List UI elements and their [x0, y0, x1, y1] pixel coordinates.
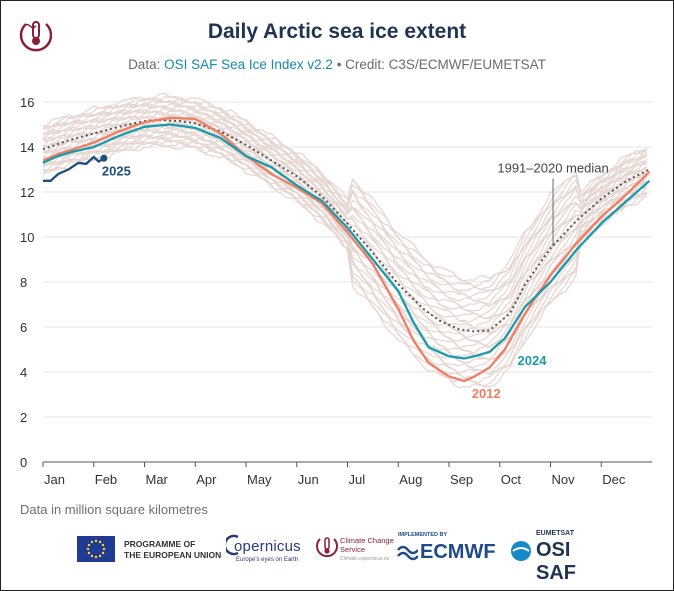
historical-year-line	[42, 108, 648, 317]
thermometer-logo-icon	[18, 16, 53, 54]
series-2012-line	[42, 116, 651, 383]
x-tick-label: Nov	[552, 472, 576, 487]
historical-year-line	[42, 105, 648, 308]
c3s-logo: Climate Change Service Climate.copernicu…	[316, 534, 394, 563]
ecmwf-implemented-by: IMPLEMENTED BY	[398, 532, 448, 538]
label-2024: 2024	[518, 353, 548, 368]
copernicus-name: opernicus	[234, 538, 301, 555]
historical-year-line	[42, 122, 648, 349]
copernicus-logo: opernicus Europe's eyes on Earth	[223, 534, 301, 563]
y-tick-label: 8	[20, 275, 27, 290]
data-source-link[interactable]: OSI SAF Sea Ice Index v2.2	[164, 57, 333, 72]
y-tick-label: 4	[20, 365, 27, 380]
historical-year-line	[42, 140, 647, 386]
historical-year-line	[42, 95, 648, 288]
x-tick-label: Jul	[349, 472, 366, 487]
subtitle-credit: • Credit: C3S/ECMWF/EUMETSAT	[332, 57, 546, 72]
historical-year-line	[42, 136, 648, 379]
historical-year-line	[42, 92, 648, 282]
label-2012: 2012	[472, 386, 501, 401]
chart-title: Daily Arctic sea ice extent	[207, 20, 467, 43]
y-tick-label: 2	[20, 410, 27, 425]
chart-header: Daily Arctic sea ice extent Data: OSI SA…	[0, 0, 674, 86]
sea-ice-line-chart: 0 2 4 6 8 10 12 14 16 Jan Feb Mar Apr May Jun Jul Aug Sep…	[20, 92, 652, 487]
historical-year-line	[42, 135, 648, 376]
x-tick-label: May	[247, 472, 272, 487]
subtitle-prefix: Data:	[128, 57, 165, 72]
chart-subtitle: Data: OSI SAF Sea Ice Index v2.2 • Credi…	[0, 57, 674, 72]
y-tick-label: 14	[20, 140, 34, 155]
historical-year-line	[42, 139, 647, 384]
units-note: Data in million square kilometres	[20, 502, 208, 517]
historical-year-line	[42, 110, 648, 323]
x-tick-label: Apr	[196, 472, 217, 487]
eumetsat-label: EUMETSAT	[536, 530, 574, 537]
grid-layer: 0 2 4 6 8 10 12 14 16 Jan Feb Mar Apr May Jun Jul Aug Sep…	[20, 95, 652, 487]
copernicus-tagline: Europe's eyes on Earth	[236, 557, 299, 563]
label-median: 1991–2020 median	[497, 161, 608, 176]
median-line	[42, 118, 650, 333]
y-tick-label: 10	[20, 230, 34, 245]
logo-footer: PROGRAMME OF THE EUROPEAN UNION opernicu…	[0, 528, 674, 584]
series-2025-endpoint	[100, 154, 108, 162]
label-2025: 2025	[102, 163, 131, 178]
x-tick-label: Aug	[399, 472, 422, 487]
series-2024-line	[42, 123, 651, 360]
c3s-tagline: Climate.copernicus.eu	[340, 556, 390, 562]
x-tick-label: Sep	[450, 472, 473, 487]
x-tick-label: Jun	[298, 472, 319, 487]
y-tick-label: 16	[20, 95, 34, 110]
y-tick-label: 12	[20, 185, 34, 200]
y-tick-label: 0	[20, 455, 27, 470]
historical-lines-layer	[42, 92, 648, 389]
x-tick-label: Oct	[501, 472, 522, 487]
ecmwf-name: ECMWF	[420, 541, 496, 563]
c3s-name: Climate Change Service	[340, 536, 394, 554]
osisaf-name: OSI SAF	[536, 539, 576, 584]
x-tick-label: Jan	[44, 472, 65, 487]
eu-flag-icon	[77, 536, 115, 562]
x-tick-label: Dec	[602, 472, 626, 487]
historical-year-line	[42, 101, 648, 302]
x-tick-label: Mar	[146, 472, 169, 487]
series-layer	[42, 116, 651, 383]
eu-line-1: PROGRAMME OF	[124, 539, 196, 549]
eu-programme-text: PROGRAMME OF THE EUROPEAN UNION	[124, 539, 221, 561]
label-layer: 2025 2024 2012 1991–2020 median	[102, 161, 609, 402]
ecmwf-wave-icon	[397, 545, 418, 561]
y-tick-label: 6	[20, 320, 27, 335]
c3s-thermometer-icon	[316, 537, 338, 558]
osisaf-globe-icon	[511, 541, 531, 561]
x-tick-label: Feb	[95, 472, 117, 487]
eu-line-2: THE EUROPEAN UNION	[124, 550, 222, 560]
series-2025-line	[43, 155, 105, 182]
